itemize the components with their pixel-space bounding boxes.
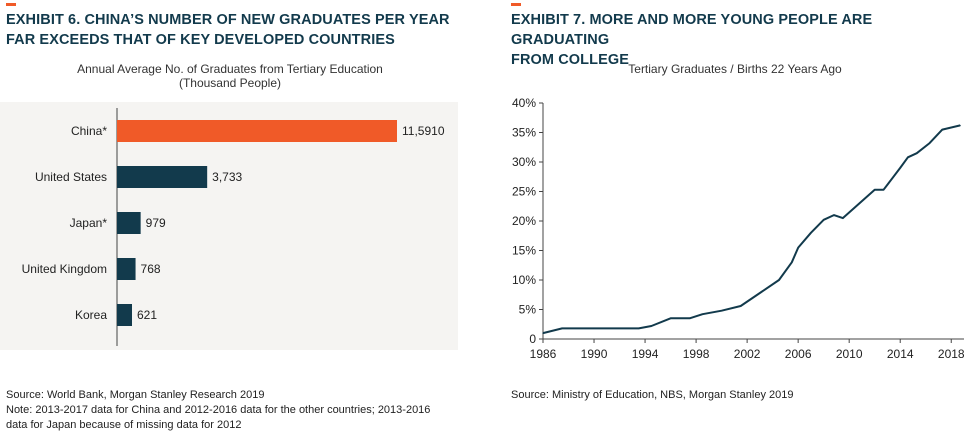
y-tick-label: 0 [529,332,536,346]
exhibit-6-title-line-1: EXHIBIT 6. CHINA’S NUMBER OF NEW GRADUAT… [6,12,450,28]
series-point [701,313,704,315]
series-line [542,124,961,335]
x-tick-label: 1990 [581,347,608,361]
bar-value-label: 3,733 [212,170,242,184]
x-tick-label: 2006 [785,347,812,361]
series-point [689,317,691,319]
y-tick-label: 40% [512,96,536,110]
series-point [638,327,640,329]
series-point [721,310,723,312]
bar-category-label: China* [71,124,107,138]
series-point [833,214,835,216]
series-point [899,167,901,169]
exhibit-7-accent-mark [511,3,521,6]
series-point [916,152,918,154]
bar [117,304,133,326]
series-point [959,124,961,127]
exhibit-6-subtitle-line-1: Annual Average No. of Graduates from Ter… [77,62,383,76]
series-point [542,332,544,334]
exhibit-6-accent-mark [6,3,16,6]
exhibit-6-subtitle-line-2: (Thousand People) [178,76,282,90]
bar [117,212,141,234]
y-tick-label: 5% [519,303,537,317]
bar [117,258,136,280]
bar-value-label: 11,5910 [402,124,445,138]
exhibit-6-title: EXHIBIT 6. CHINA’S NUMBER OF NEW GRADUAT… [6,10,456,50]
series-point [883,189,885,191]
bar-value-label: 621 [137,308,157,322]
exhibit-7-title-line-2: FROM COLLEGE [511,52,629,68]
series-point [740,305,742,307]
exhibit-7-title-line-1: EXHIBIT 7. MORE AND MORE YOUNG PEOPLE AR… [511,12,873,48]
exhibit-7-source: Source: Ministry of Education, NBS, Morg… [511,389,794,401]
y-tick-label: 15% [512,244,536,258]
bar-value-label: 979 [146,216,166,230]
series-point [823,219,825,221]
x-tick-label: 2018 [938,347,965,361]
exhibit-6-source: Source: World Bank, Morgan Stanley Resea… [6,389,265,401]
series-point [907,156,909,158]
y-tick-label: 30% [512,155,536,169]
x-tick-label: 1986 [530,347,557,361]
y-tick-label: 20% [512,214,536,228]
y-tick-label: 10% [512,273,536,287]
series-point [941,128,943,131]
series-point [874,189,876,191]
bar-category-label: United States [35,170,107,184]
series-point [561,327,563,329]
series-point [797,246,799,249]
y-tick-label: 35% [512,126,536,140]
x-tick-label: 2014 [887,347,914,361]
x-tick-label: 1994 [632,347,659,361]
exhibit-6-note-line-2: data for Japan because of missing data f… [6,419,242,431]
line-chart: 0 5% 10% 15% 20% 25% 30% 35% 40% 1986 1990 1994 1998… [512,96,965,361]
bar [117,166,208,188]
bar [117,120,397,142]
exhibit-7-panel: EXHIBIT 7. MORE AND MORE YOUNG PEOPLE AR… [505,0,971,436]
bar-chart: China* 11,5910 United States 3,733 Japan* 979… [0,102,458,350]
y-tick-label: 25% [512,185,536,199]
series-point [650,325,653,327]
series-point [810,232,812,234]
series-point [593,327,595,329]
exhibit-6-chart-subtitle: Annual Average No. of Graduates from Ter… [0,62,460,90]
exhibit-6-panel: EXHIBIT 6. CHINA’S NUMBER OF NEW GRADUAT… [0,0,470,436]
exhibit-7-chart-subtitle: Tertiary Graduates / Births 22 Years Ago [628,62,842,76]
exhibit-7-title: EXHIBIT 7. MORE AND MORE YOUNG PEOPLE AR… [511,10,961,70]
bar-category-label: Korea [75,308,107,322]
bar-chart-background [0,102,458,350]
series-point [778,279,780,281]
x-tick-label: 2002 [734,347,761,361]
x-tick-label: 1998 [683,347,710,361]
series-point [928,142,931,144]
exhibit-6-note-line-1: Note: 2013-2017 data for China and 2012-… [6,404,431,416]
bar-category-label: Japan* [70,216,108,230]
exhibit-6-title-line-2: FAR EXCEEDS THAT OF KEY DEVELOPED COUNTR… [6,32,395,48]
series-point [669,317,672,319]
series-point [791,261,793,263]
x-tick-label: 2010 [836,347,863,361]
bar-value-label: 768 [141,262,161,276]
bar-category-label: United Kingdom [22,262,107,276]
series-point [842,217,844,219]
